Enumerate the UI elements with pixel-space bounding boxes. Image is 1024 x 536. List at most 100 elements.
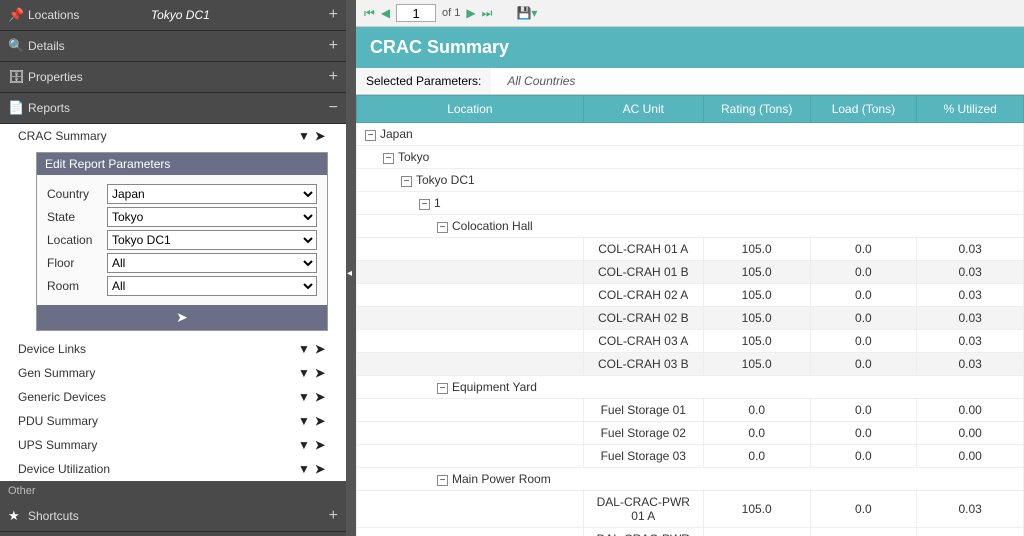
cell-load: 0.0 <box>810 261 917 284</box>
cell-load: 0.0 <box>810 491 917 528</box>
go-icon[interactable]: ➤ <box>312 129 328 143</box>
filter-icon[interactable]: ▼ <box>296 414 312 428</box>
tree-row[interactable]: −Colocation Hall <box>357 215 1024 238</box>
cell-unit: Fuel Storage 02 <box>583 422 703 445</box>
page-input[interactable] <box>396 4 436 22</box>
location-label: Location <box>47 233 107 247</box>
report-item[interactable]: Device Links▼➤ <box>0 337 346 361</box>
filter-icon[interactable]: ▼ <box>296 342 312 356</box>
col-rating: Rating (Tons) <box>703 96 810 123</box>
cell-unit: COL-CRAH 01 B <box>583 261 703 284</box>
go-icon[interactable]: ➤ <box>312 390 328 404</box>
param-location: Location Tokyo DC1 <box>47 230 317 250</box>
cell-util: 0.00 <box>917 422 1024 445</box>
expand-icon[interactable]: + <box>329 6 338 24</box>
go-icon[interactable]: ➤ <box>312 438 328 452</box>
export-button[interactable]: 💾▾ <box>516 6 537 20</box>
collapse-toggle[interactable]: − <box>437 222 448 233</box>
country-select[interactable]: Japan <box>107 184 317 204</box>
report-grid[interactable]: Location AC Unit Rating (Tons) Load (Ton… <box>356 95 1024 536</box>
filter-icon[interactable]: ▼ <box>296 462 312 476</box>
floor-label: Floor <box>47 256 107 270</box>
first-page-button[interactable]: ⏮ <box>364 6 375 21</box>
report-item[interactable]: Generic Devices▼➤ <box>0 385 346 409</box>
cell-util: 0.03 <box>917 528 1024 536</box>
report-item[interactable]: Device Utilization▼➤ <box>0 457 346 481</box>
run-report-button[interactable]: ➤ <box>37 305 327 330</box>
cell-unit: DAL-CRAC-PWR 01 A <box>583 491 703 528</box>
collapse-arrow-icon: ◂ <box>347 268 352 279</box>
cell-load: 0.0 <box>810 330 917 353</box>
star-icon: ★ <box>8 508 22 524</box>
panel-other[interactable]: Other <box>0 481 346 501</box>
properties-label: Properties <box>28 70 329 84</box>
collapse-toggle[interactable]: − <box>419 199 430 210</box>
reports-label: Reports <box>28 101 329 115</box>
data-row: DAL-CRAC-PWR 01 A105.00.00.03 <box>357 491 1024 528</box>
panel-shortcuts[interactable]: ★ Shortcuts + <box>0 501 346 532</box>
report-icon: 📄 <box>8 100 22 116</box>
report-label: CRAC Summary <box>18 129 296 143</box>
cell-unit: COL-CRAH 03 B <box>583 353 703 376</box>
go-icon[interactable]: ➤ <box>312 414 328 428</box>
next-page-button[interactable]: ▶ <box>466 6 475 20</box>
collapse-toggle[interactable]: − <box>383 153 394 164</box>
go-icon[interactable]: ➤ <box>312 366 328 380</box>
expand-icon[interactable]: + <box>329 37 338 55</box>
panel-locations[interactable]: 📌 Locations Tokyo DC1 + <box>0 0 346 31</box>
cell-rating: 105.0 <box>703 261 810 284</box>
go-icon[interactable]: ➤ <box>312 342 328 356</box>
location-select[interactable]: Tokyo DC1 <box>107 230 317 250</box>
prev-page-button[interactable]: ◀ <box>381 6 390 20</box>
tree-row[interactable]: −Tokyo DC1 <box>357 169 1024 192</box>
filter-icon[interactable]: ▼ <box>296 129 312 143</box>
state-select[interactable]: Tokyo <box>107 207 317 227</box>
panel-details[interactable]: 🔍 Details + <box>0 31 346 62</box>
expand-icon[interactable]: + <box>329 68 338 86</box>
report-item[interactable]: UPS Summary▼➤ <box>0 433 346 457</box>
cell-unit: DAL-CRAC-PWR 01 B <box>583 528 703 536</box>
cell-util: 0.00 <box>917 445 1024 468</box>
collapse-toggle[interactable]: − <box>437 383 448 394</box>
collapse-toggle[interactable]: − <box>437 475 448 486</box>
cell-util: 0.03 <box>917 330 1024 353</box>
collapse-icon[interactable]: − <box>329 99 338 117</box>
report-item-crac-summary[interactable]: CRAC Summary ▼ ➤ <box>0 124 346 148</box>
cell-util: 0.03 <box>917 307 1024 330</box>
data-row: COL-CRAH 01 B105.00.00.03 <box>357 261 1024 284</box>
filter-icon[interactable]: ▼ <box>296 438 312 452</box>
page-of: of 1 <box>442 7 460 19</box>
param-room: Room All <box>47 276 317 296</box>
tree-row[interactable]: −Tokyo <box>357 146 1024 169</box>
locations-label: Locations <box>28 8 147 22</box>
cell-rating: 105.0 <box>703 238 810 261</box>
report-item[interactable]: Gen Summary▼➤ <box>0 361 346 385</box>
cell-load: 0.0 <box>810 399 917 422</box>
cell-rating: 105.0 <box>703 330 810 353</box>
splitter[interactable]: ◂ <box>346 0 356 536</box>
report-item[interactable]: PDU Summary▼➤ <box>0 409 346 433</box>
go-icon[interactable]: ➤ <box>312 462 328 476</box>
last-page-button[interactable]: ⏭ <box>482 6 493 21</box>
tree-row[interactable]: −Main Power Room <box>357 468 1024 491</box>
room-select[interactable]: All <box>107 276 317 296</box>
tree-row[interactable]: −1 <box>357 192 1024 215</box>
floor-select[interactable]: All <box>107 253 317 273</box>
collapse-toggle[interactable]: − <box>401 176 412 187</box>
cell-load: 0.0 <box>810 528 917 536</box>
panel-reports[interactable]: 📄 Reports − <box>0 93 346 124</box>
data-row: COL-CRAH 01 A105.00.00.03 <box>357 238 1024 261</box>
data-row: Fuel Storage 020.00.00.00 <box>357 422 1024 445</box>
collapse-toggle[interactable]: − <box>365 130 376 141</box>
tree-row[interactable]: −Japan <box>357 123 1024 146</box>
cell-util: 0.00 <box>917 399 1024 422</box>
sidebar: 📌 Locations Tokyo DC1 + 🔍 Details + 🗄 Pr… <box>0 0 346 536</box>
filter-icon[interactable]: ▼ <box>296 390 312 404</box>
panel-properties[interactable]: 🗄 Properties + <box>0 62 346 93</box>
tree-row[interactable]: −Equipment Yard <box>357 376 1024 399</box>
cell-load: 0.0 <box>810 284 917 307</box>
filter-icon[interactable]: ▼ <box>296 366 312 380</box>
expand-icon[interactable]: + <box>329 507 338 525</box>
panel-configuration[interactable]: ⚙ Configuration + <box>0 532 346 536</box>
cell-rating: 0.0 <box>703 399 810 422</box>
